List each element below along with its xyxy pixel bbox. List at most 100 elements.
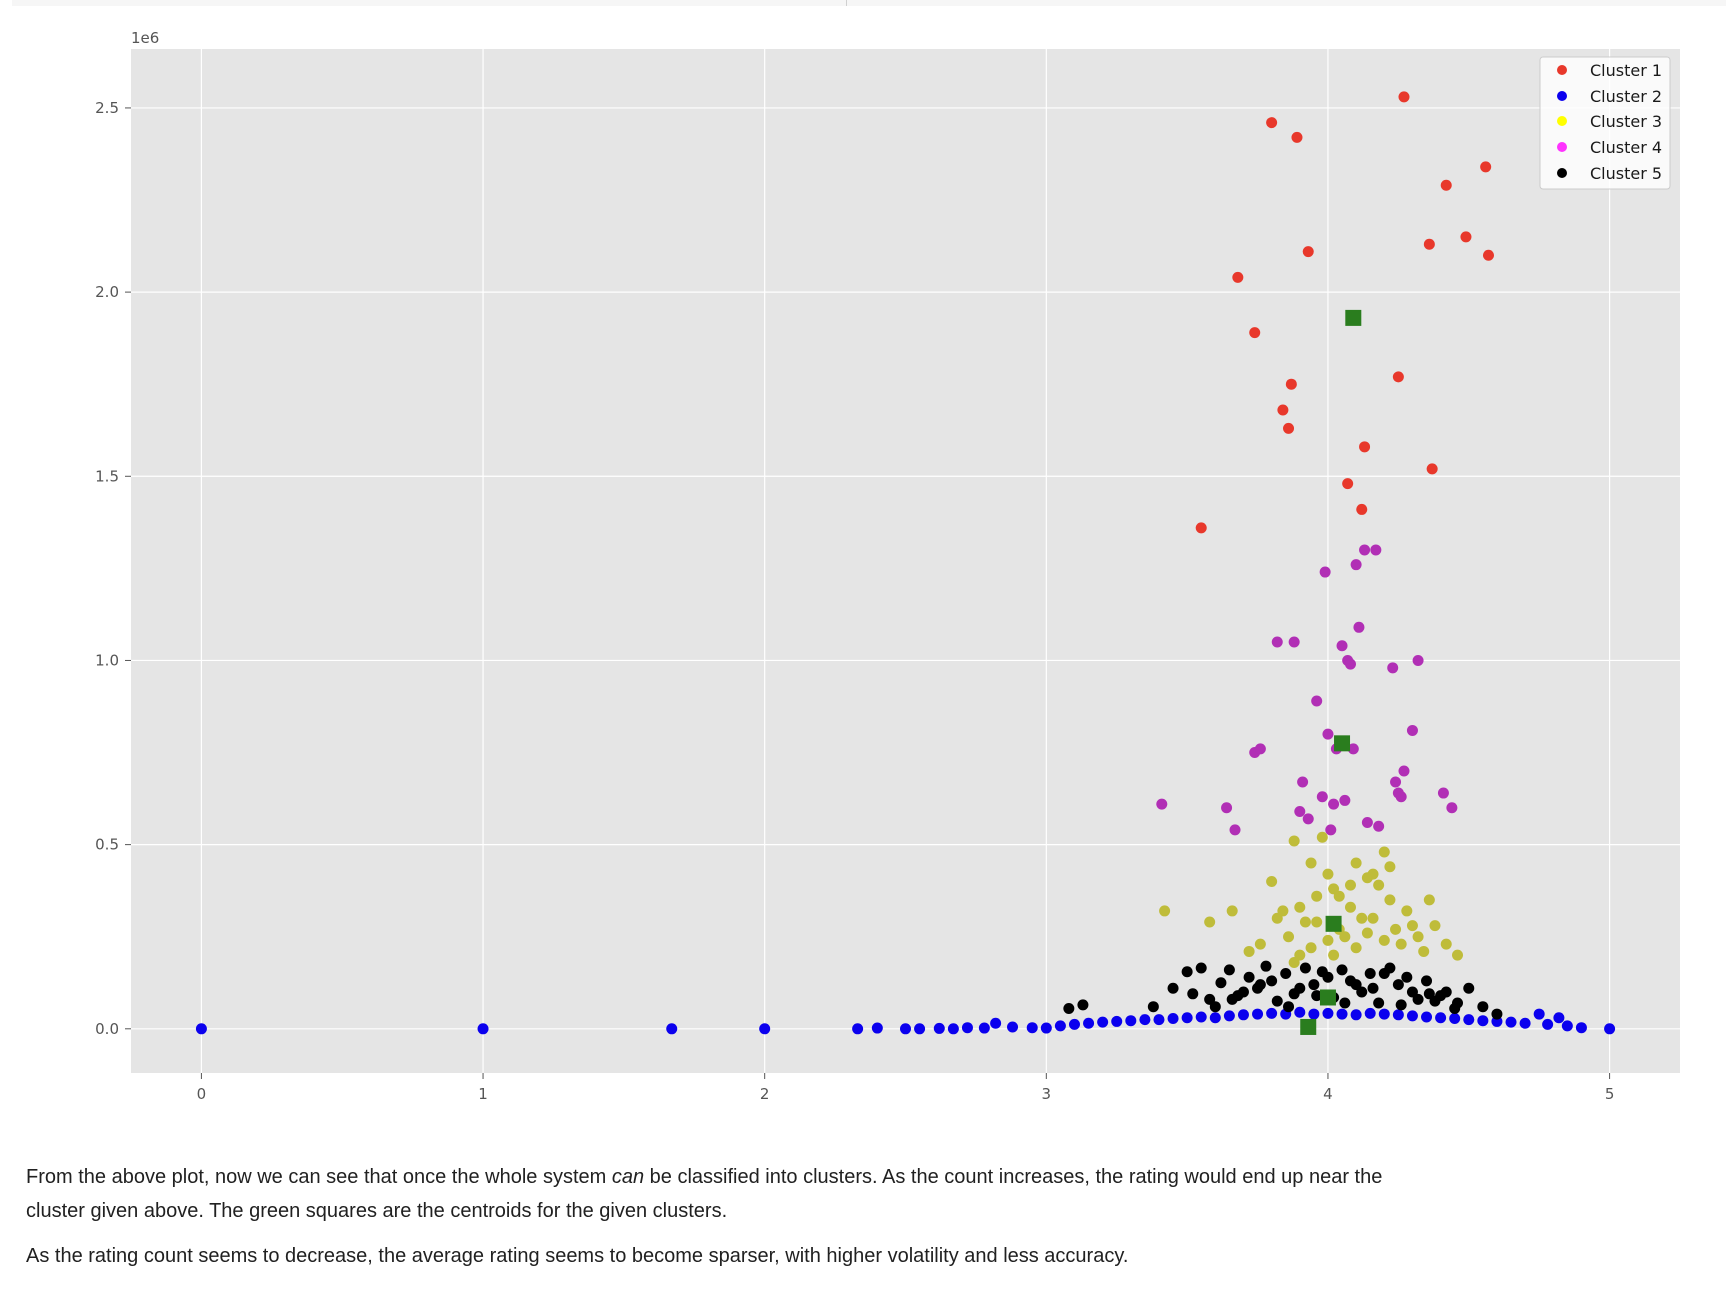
point-cluster-3 [1266, 875, 1278, 887]
point-cluster-2 [1209, 1012, 1221, 1024]
point-cluster-3 [1322, 934, 1334, 946]
point-cluster-1 [1359, 441, 1371, 453]
point-cluster-1 [1423, 238, 1435, 250]
point-cluster-2 [1223, 1010, 1235, 1022]
point-cluster-2 [1097, 1016, 1109, 1028]
point-cluster-4 [1311, 695, 1323, 707]
point-cluster-5 [1294, 982, 1306, 994]
legend-label-cluster-5: Cluster 5 [1590, 164, 1662, 183]
point-cluster-2 [900, 1023, 911, 1035]
scatter-chart: 0 1 2 3 4 5 0.0 0.5 1.0 1.5 2.0 2.5 1e6 Cluster 1 C… [95, 29, 1680, 1103]
point-cluster-2 [961, 1022, 973, 1034]
point-cluster-3 [1356, 912, 1368, 924]
point-cluster-5 [1395, 999, 1407, 1011]
point-cluster-1 [1302, 246, 1314, 258]
explanation-paragraph-2: As the rating count seems to decrease, t… [26, 1245, 1129, 1267]
point-cluster-5 [1266, 975, 1278, 987]
previous-cell-strip [12, 0, 1726, 6]
point-cluster-3 [1294, 901, 1306, 913]
para1-text-end: be classified into clusters. As the coun… [26, 1166, 1383, 1222]
x-tick-label: 4 [1323, 1085, 1333, 1103]
point-cluster-3 [1423, 894, 1435, 906]
data-points [195, 91, 1616, 1035]
y-tick-label: 2.5 [95, 99, 119, 117]
point-cluster-2 [1322, 1007, 1334, 1019]
point-cluster-2 [1392, 1009, 1404, 1021]
point-cluster-2 [666, 1023, 678, 1035]
point-cluster-2 [871, 1022, 883, 1034]
point-cluster-5 [1243, 971, 1255, 983]
point-cluster-2 [1463, 1014, 1475, 1026]
point-cluster-2 [1308, 1008, 1320, 1020]
point-cluster-2 [1266, 1007, 1278, 1019]
point-cluster-3 [1299, 916, 1311, 928]
point-cluster-2 [1519, 1017, 1531, 1029]
centroid-marker [1319, 989, 1336, 1006]
point-cluster-3 [1305, 857, 1317, 869]
point-cluster-2 [852, 1023, 864, 1035]
point-cluster-5 [1401, 971, 1413, 983]
point-cluster-4 [1446, 802, 1458, 814]
point-cluster-2 [1435, 1012, 1447, 1024]
point-cluster-5 [1339, 997, 1351, 1009]
point-cluster-3 [1440, 938, 1452, 950]
point-cluster-4 [1271, 636, 1283, 648]
point-cluster-3 [1333, 890, 1345, 902]
point-cluster-4 [1254, 743, 1266, 755]
point-cluster-1 [1283, 422, 1295, 434]
point-cluster-2 [1350, 1009, 1362, 1021]
point-cluster-2 [1237, 1009, 1249, 1021]
point-cluster-5 [1308, 979, 1320, 991]
point-cluster-5 [1077, 999, 1089, 1011]
point-cluster-4 [1406, 724, 1418, 736]
point-cluster-5 [1463, 982, 1475, 994]
point-cluster-4 [1316, 791, 1328, 803]
y-offset-label: 1e6 [131, 29, 159, 47]
point-cluster-2 [1026, 1022, 1038, 1034]
y-tick-label: 2.0 [95, 283, 119, 301]
centroid-marker [1300, 1018, 1317, 1035]
point-cluster-2 [947, 1023, 959, 1035]
point-cluster-3 [1344, 879, 1356, 891]
point-cluster-1 [1277, 404, 1289, 416]
point-cluster-2 [1125, 1015, 1137, 1027]
point-cluster-3 [1316, 831, 1328, 843]
point-cluster-3 [1254, 938, 1266, 950]
point-cluster-2 [1378, 1008, 1390, 1020]
y-tick-label: 1.0 [95, 651, 119, 669]
point-cluster-5 [1063, 1003, 1075, 1015]
legend-marker-cluster-3 [1557, 116, 1567, 126]
point-cluster-2 [1505, 1016, 1517, 1028]
point-cluster-4 [1437, 787, 1449, 799]
point-cluster-3 [1344, 901, 1356, 913]
plot-area [131, 49, 1680, 1073]
point-cluster-3 [1452, 949, 1464, 961]
point-cluster-2 [1111, 1015, 1123, 1027]
point-cluster-5 [1322, 971, 1334, 983]
x-tick-label: 1 [478, 1085, 488, 1103]
point-cluster-2 [1139, 1014, 1151, 1026]
point-cluster-4 [1387, 662, 1399, 674]
point-cluster-2 [1364, 1007, 1376, 1019]
point-cluster-4 [1302, 813, 1314, 825]
point-cluster-2 [1336, 1008, 1348, 1020]
point-cluster-3 [1373, 879, 1385, 891]
legend-marker-cluster-1 [1557, 65, 1567, 75]
point-cluster-3 [1322, 868, 1334, 880]
point-cluster-4 [1322, 728, 1334, 740]
point-cluster-2 [477, 1023, 489, 1035]
point-cluster-1 [1480, 161, 1492, 173]
point-cluster-2 [1477, 1015, 1489, 1027]
point-cluster-4 [1390, 776, 1402, 788]
point-cluster-4 [1297, 776, 1309, 788]
point-cluster-3 [1288, 956, 1300, 968]
point-cluster-5 [1392, 979, 1404, 991]
legend-label-cluster-3: Cluster 3 [1590, 112, 1662, 131]
point-cluster-2 [914, 1023, 926, 1035]
point-cluster-5 [1299, 962, 1311, 974]
point-cluster-4 [1325, 824, 1337, 836]
point-cluster-4 [1319, 566, 1331, 578]
point-cluster-2 [1007, 1021, 1019, 1033]
legend-marker-cluster-5 [1557, 168, 1567, 178]
point-cluster-4 [1412, 654, 1424, 666]
